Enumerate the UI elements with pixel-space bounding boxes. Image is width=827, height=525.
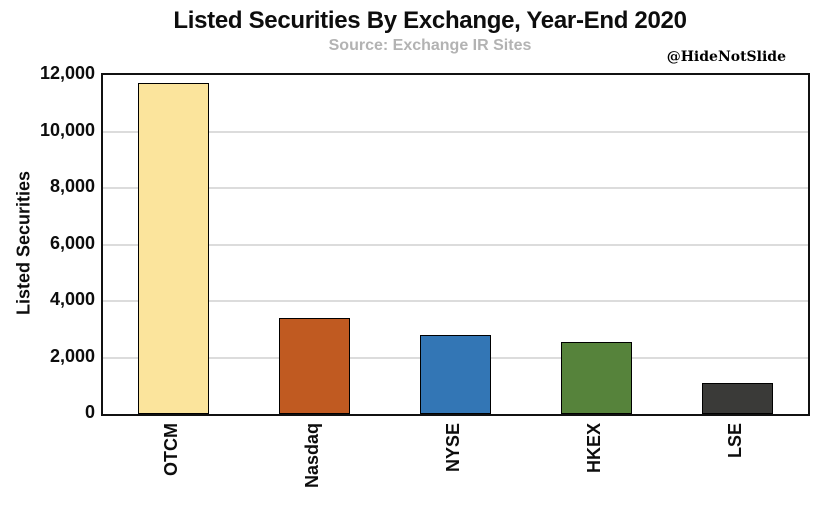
- y-tick-10,000: 10,000: [39, 119, 95, 140]
- y-tick-8,000: 8,000: [49, 176, 95, 196]
- y-tick-2,000: 2,000: [49, 345, 95, 366]
- gridline-10000: [103, 130, 808, 133]
- bar-Nasdaq: [279, 317, 350, 414]
- watermark-handle: @HideNotSlide: [666, 49, 786, 65]
- plot-area: [101, 73, 810, 416]
- bar-HKEX: [561, 341, 632, 414]
- chart-subtitle: Source: Exchange IR Sites: [328, 37, 532, 54]
- bar-OTCM: [138, 83, 209, 414]
- gridline-4000: [103, 300, 808, 302]
- bar-NYSE: [420, 334, 491, 414]
- x-tick-OTCM: OTCM: [160, 423, 181, 476]
- bar-LSE: [702, 382, 773, 414]
- x-tick-LSE: LSE: [724, 423, 745, 459]
- y-tick-6,000: 6,000: [49, 232, 95, 253]
- y-tick-4,000: 4,000: [49, 289, 95, 309]
- x-tick-NYSE: NYSE: [442, 423, 463, 473]
- chart-title: Listed Securities By Exchange, Year-End …: [173, 7, 687, 34]
- y-tick-12,000: 12,000: [39, 63, 95, 83]
- y-tick-0: 0: [84, 402, 95, 422]
- gridline-8000: [103, 187, 808, 189]
- x-tick-HKEX: HKEX: [583, 423, 604, 474]
- x-tick-Nasdaq: Nasdaq: [301, 423, 322, 489]
- gridline-6000: [103, 243, 808, 246]
